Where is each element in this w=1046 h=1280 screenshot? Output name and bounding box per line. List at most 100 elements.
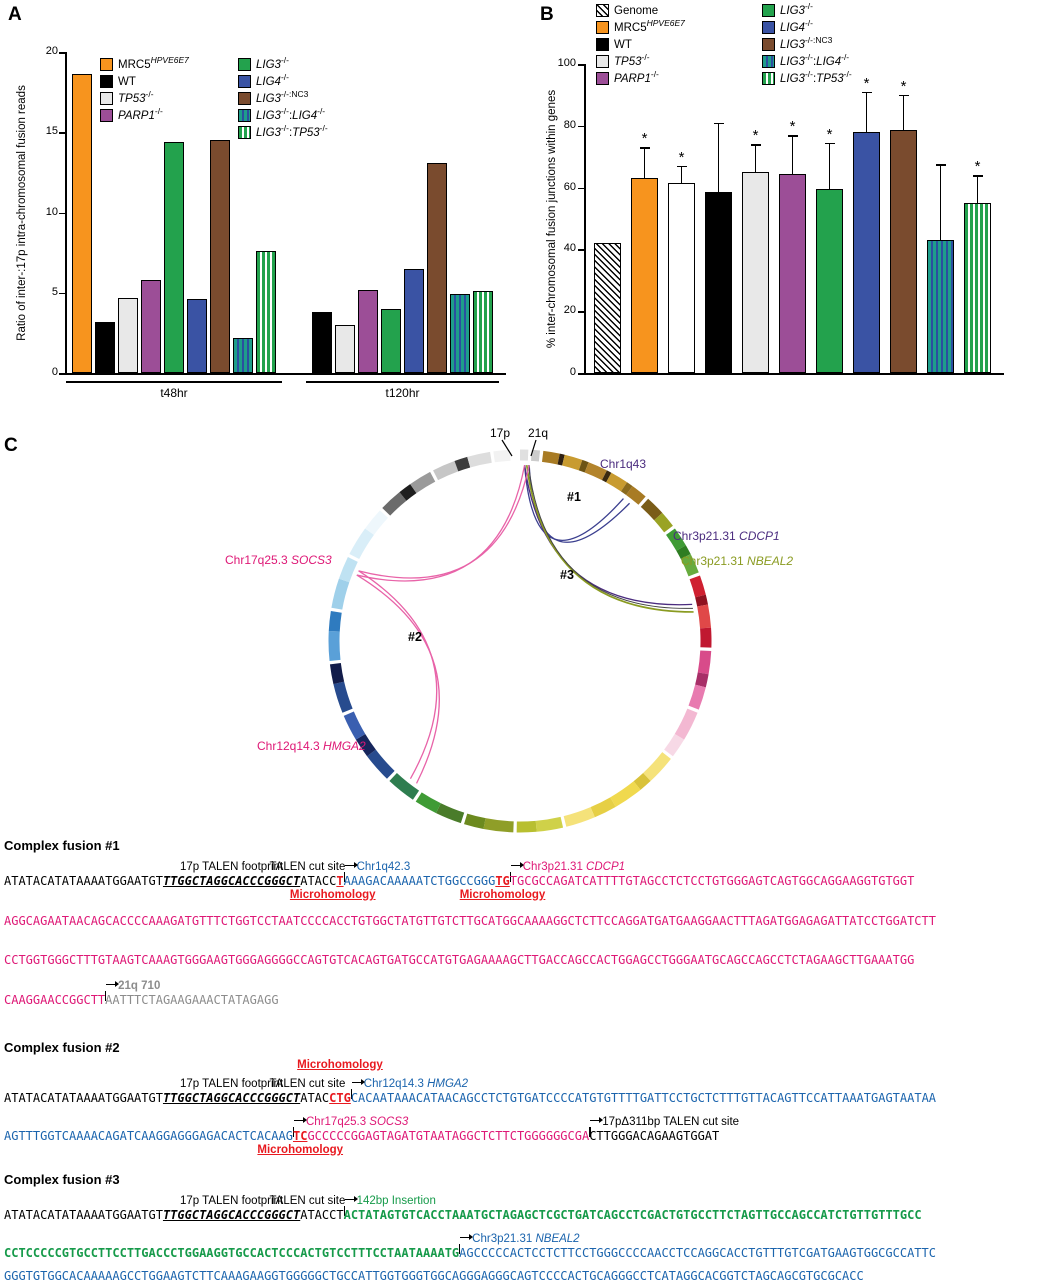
gene-name: CDCP1 <box>739 529 780 543</box>
legend-label: LIG3-/-:TP53-/- <box>780 69 852 84</box>
chromosome-segment <box>680 554 699 577</box>
legend-label-part: HPVE6E7 <box>150 54 189 65</box>
sequence-annotation: TALEN cut site <box>270 1078 346 1090</box>
chromosome-segment <box>620 482 633 495</box>
chromosome-segment <box>688 684 706 710</box>
complex-fusion-3-section: Complex fusion #3 17p TALEN footprint TALE… <box>4 1172 1044 1280</box>
sequence-run: TTGGCTAGGCACCCGGGCT <box>162 1091 301 1105</box>
sequence-run: AGTTTGGTCAAAACAGATCAAGGAGGGAGACACTCACAAG <box>4 1129 293 1143</box>
chromosome-segment <box>665 528 686 551</box>
legend-label: LIG3-/- <box>256 55 289 70</box>
legend-label-part: : <box>288 109 293 122</box>
annotation-arrow <box>106 980 120 989</box>
legend-label-part: -/- <box>841 51 850 62</box>
panel-b-legend: Genome MRC5HPVE6E7 WT TP53-/- PARP1-/- LIG3-/… <box>596 1 866 87</box>
significance-asterisk: * <box>974 158 981 176</box>
locus-text: Chr3p21.31 <box>673 529 740 543</box>
microhomology-label: Microhomology <box>459 889 546 901</box>
legend-label-part: LIG3 <box>780 4 805 17</box>
sequence-run: CCTGGTGGGCTTTGTAAGTCAAAGTGGGAAGTGGGAGGGG… <box>4 953 915 967</box>
sequence-run: ATATACATATAAAATGGAATGT <box>4 1208 163 1222</box>
chromosome-segment <box>640 498 663 521</box>
legend-label: LIG4-/- <box>780 18 813 34</box>
legend-label-part: LIG4 <box>780 21 805 34</box>
chromosome-segment <box>349 528 375 560</box>
legend-label-part: LIG4 <box>256 75 281 88</box>
sequence-annotation: Chr1q42.3 <box>343 861 411 882</box>
panel-a-legend: MRC5HPVE6E7 WT TP53-/- PARP1-/- LIG3-/- LIG4-… <box>100 54 342 141</box>
annotation-text: Chr1q42.3 <box>356 861 411 873</box>
legend-swatch-purple <box>100 109 113 122</box>
legend-label-part: -/- <box>804 51 813 62</box>
legend-swatch-black <box>596 38 609 51</box>
y-tick-label: 5 <box>51 285 58 298</box>
legend-label: TP53-/- <box>614 52 650 67</box>
annotation-text: 17p TALEN footprint <box>180 1195 284 1207</box>
legend-item: MRC5HPVE6E7 <box>100 54 224 73</box>
legend-label-part: -/- <box>843 68 852 79</box>
error-bar-cap <box>750 144 761 146</box>
y-tick-label: 20 <box>45 45 58 57</box>
panel-a-label: A <box>8 4 22 25</box>
fusion-chord <box>528 465 693 609</box>
chromosome-segment <box>399 484 417 501</box>
legend-item: LIG4-/- <box>238 72 328 90</box>
sequence-run: TTGGCTAGGCACCCGGGCT <box>162 1208 301 1222</box>
annotation-arrow-stem <box>293 1127 295 1137</box>
circos-locus-label: Chr3p21.31 NBEAL2 <box>681 554 793 568</box>
legend-item: Genome <box>596 2 748 19</box>
microhomology-label: Microhomology <box>257 1144 344 1156</box>
bar-green <box>816 189 843 373</box>
error-bar-cap <box>898 94 909 97</box>
chromosome-segment <box>410 471 436 494</box>
legend-swatch-lightgray <box>100 92 113 105</box>
x-axis <box>584 373 1004 375</box>
annotation-text: TALEN cut site <box>269 1078 346 1090</box>
chromosome-segment <box>535 816 564 832</box>
chromosome-segment <box>584 462 607 481</box>
significance-asterisk: * <box>641 130 648 148</box>
chromosome-segment <box>433 461 459 481</box>
annotation-arrow-stem <box>350 1089 353 1099</box>
fusion-seq-row: ATATACATATAAAATGGAATGTTTGGCTAGGCACCCGGGC… <box>4 1091 1044 1106</box>
sequence-run: CCTCCCCCGTGCCTTCCTTGACCCTGGAAGGTGCCACTCC… <box>4 1246 460 1260</box>
chromosome-segment <box>464 813 486 829</box>
group-label: t48hr <box>160 386 188 400</box>
gene-name: CDCP1 <box>586 861 626 873</box>
error-bar <box>754 144 757 173</box>
bar-hatch <box>594 243 621 373</box>
legend-label-part: -/- <box>154 105 163 116</box>
chromosome-segment <box>654 512 673 533</box>
chromosome-segment <box>643 752 671 782</box>
error-bar-cap <box>713 122 724 125</box>
legend-swatch-black <box>100 75 113 88</box>
gene-name: NBEAL2 <box>747 554 794 568</box>
fusion-ann-row: 17p TALEN footprint TALEN cut site Chr1q42… <box>4 857 1044 882</box>
sequence-run: AAAGACAAAAATCTGGCCGGG <box>343 874 496 888</box>
legend-column: Genome MRC5HPVE6E7 WT TP53-/- PARP1-/- <box>596 2 748 87</box>
chromosome-segment <box>516 820 537 833</box>
chromosome-segment <box>382 492 407 516</box>
fusion-seq-row: AGGCAGAATAACAGCACCCCAAAGATGTTTCTGGTCCTAA… <box>4 914 1044 929</box>
legend-label-part: WT <box>614 38 632 51</box>
error-bar <box>680 165 683 183</box>
legend-item: LIG3-/-:NC3 <box>238 89 328 107</box>
annotation-text: Chr17q25.3 SOCS3 <box>306 1116 409 1128</box>
sequence-run: ATATACATATAAAATGGAATGT <box>4 1091 163 1105</box>
legend-label: LIG3-/-:LIG4-/- <box>256 106 325 122</box>
bar-black <box>312 312 332 373</box>
annotation-arrow <box>351 1078 365 1087</box>
panel-a-bar-chart: Ratio of inter-:17p intra-chromosomal fu… <box>0 0 528 434</box>
group-rule <box>306 381 499 383</box>
error-bar-cap <box>787 135 798 137</box>
circos-locus-label: Chr17q25.3 SOCS3 <box>225 553 332 567</box>
error-bar <box>976 175 979 204</box>
bar-lightgray <box>118 297 138 373</box>
sequence-annotation: 17p TALEN footprint <box>180 861 283 873</box>
annotation-text: 17p TALEN footprint <box>180 861 284 873</box>
locus-text: Chr12q14.3 <box>257 739 324 753</box>
breakpoint-tick <box>501 439 513 457</box>
y-tick-label: 10 <box>45 205 58 218</box>
fusion-ann-row: 21q 710 <box>4 976 1044 1001</box>
circos-plot: 17p 21q Chr1q43 #1 Chr3p21.31 CDCP1 Chr3p21.3… <box>150 424 950 838</box>
